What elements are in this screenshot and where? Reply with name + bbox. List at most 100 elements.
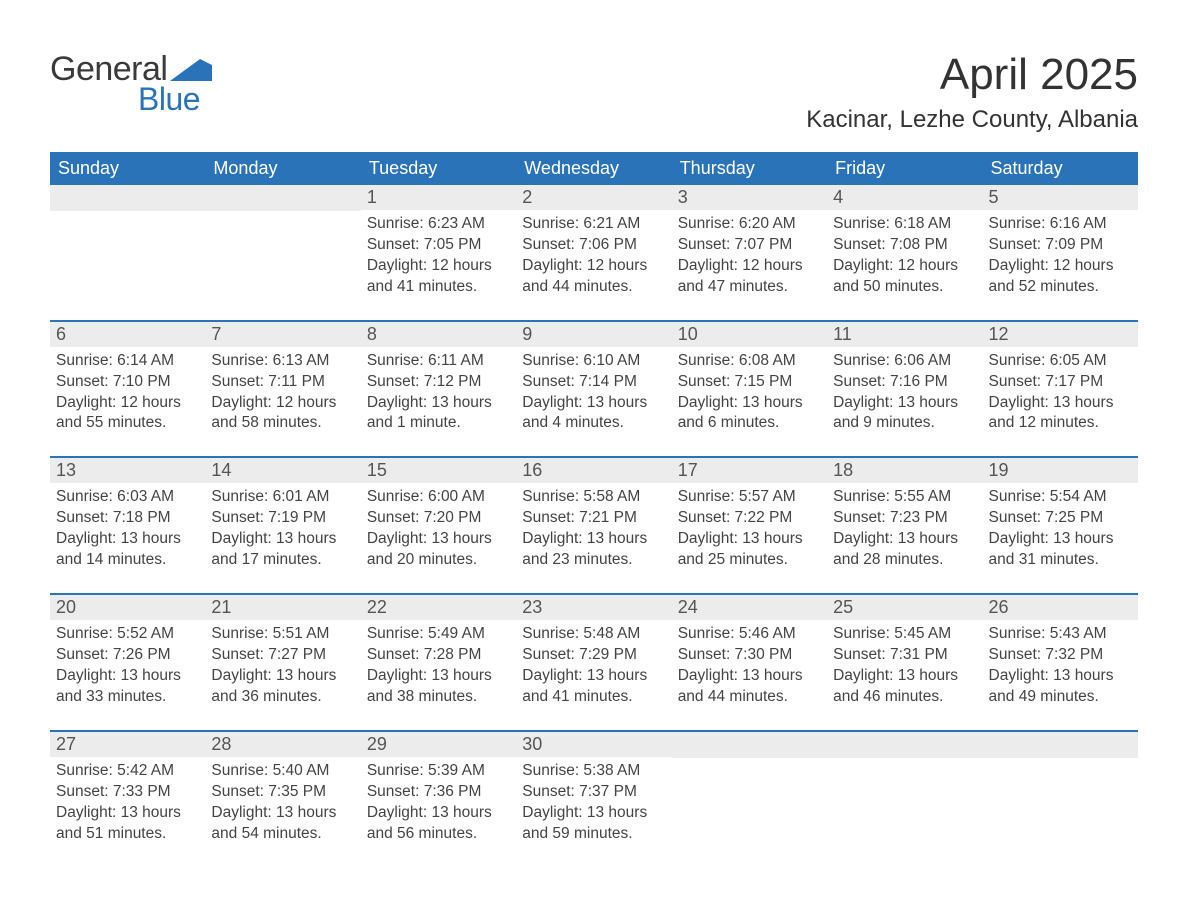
sunrise-line: Sunrise: 6:03 AM — [56, 487, 199, 508]
daylight-line: Daylight: 13 hours — [989, 666, 1132, 687]
day-number: 14 — [205, 458, 360, 483]
day-of-week-header: Thursday — [672, 152, 827, 185]
daylight-line: and 46 minutes. — [833, 687, 976, 708]
calendar-day-cell: 26Sunrise: 5:43 AMSunset: 7:32 PMDayligh… — [983, 595, 1138, 716]
daylight-line: Daylight: 13 hours — [833, 393, 976, 414]
day-number: 12 — [983, 322, 1138, 347]
day-number — [827, 732, 982, 758]
day-of-week-header: Sunday — [50, 152, 205, 185]
sunrise-line: Sunrise: 6:23 AM — [367, 214, 510, 235]
sunrise-line: Sunrise: 5:40 AM — [211, 761, 354, 782]
sunset-line: Sunset: 7:29 PM — [522, 645, 665, 666]
sunrise-line: Sunrise: 6:06 AM — [833, 351, 976, 372]
daylight-line: Daylight: 12 hours — [833, 256, 976, 277]
sunrise-line: Sunrise: 5:55 AM — [833, 487, 976, 508]
day-number: 23 — [516, 595, 671, 620]
sunset-line: Sunset: 7:33 PM — [56, 782, 199, 803]
sunrise-line: Sunrise: 5:38 AM — [522, 761, 665, 782]
daylight-line: Daylight: 13 hours — [522, 666, 665, 687]
calendar-day-cell: 9Sunrise: 6:10 AMSunset: 7:14 PMDaylight… — [516, 322, 671, 443]
daylight-line: and 9 minutes. — [833, 413, 976, 434]
sunrise-line: Sunrise: 5:51 AM — [211, 624, 354, 645]
sunrise-line: Sunrise: 5:43 AM — [989, 624, 1132, 645]
sunset-line: Sunset: 7:32 PM — [989, 645, 1132, 666]
sunrise-line: Sunrise: 5:54 AM — [989, 487, 1132, 508]
calendar: SundayMondayTuesdayWednesdayThursdayFrid… — [50, 152, 1138, 852]
day-of-week-header: Wednesday — [516, 152, 671, 185]
sunset-line: Sunset: 7:19 PM — [211, 508, 354, 529]
calendar-day-cell: 20Sunrise: 5:52 AMSunset: 7:26 PMDayligh… — [50, 595, 205, 716]
daylight-line: and 50 minutes. — [833, 277, 976, 298]
sunset-line: Sunset: 7:30 PM — [678, 645, 821, 666]
sunset-line: Sunset: 7:08 PM — [833, 235, 976, 256]
calendar-week: 27Sunrise: 5:42 AMSunset: 7:33 PMDayligh… — [50, 730, 1138, 853]
sunrise-line: Sunrise: 6:18 AM — [833, 214, 976, 235]
sunrise-line: Sunrise: 5:52 AM — [56, 624, 199, 645]
sunset-line: Sunset: 7:22 PM — [678, 508, 821, 529]
day-number: 8 — [361, 322, 516, 347]
day-content: Sunrise: 6:13 AMSunset: 7:11 PMDaylight:… — [205, 347, 360, 443]
daylight-line: and 14 minutes. — [56, 550, 199, 571]
calendar-day-cell: 27Sunrise: 5:42 AMSunset: 7:33 PMDayligh… — [50, 732, 205, 853]
sunrise-line: Sunrise: 5:46 AM — [678, 624, 821, 645]
day-number: 1 — [361, 185, 516, 210]
daylight-line: Daylight: 12 hours — [211, 393, 354, 414]
sunrise-line: Sunrise: 5:58 AM — [522, 487, 665, 508]
day-content: Sunrise: 5:51 AMSunset: 7:27 PMDaylight:… — [205, 620, 360, 716]
sunset-line: Sunset: 7:12 PM — [367, 372, 510, 393]
daylight-line: and 36 minutes. — [211, 687, 354, 708]
daylight-line: Daylight: 13 hours — [833, 666, 976, 687]
calendar-day-cell: 11Sunrise: 6:06 AMSunset: 7:16 PMDayligh… — [827, 322, 982, 443]
day-number: 13 — [50, 458, 205, 483]
day-content: Sunrise: 5:45 AMSunset: 7:31 PMDaylight:… — [827, 620, 982, 716]
calendar-day-cell — [50, 185, 205, 306]
daylight-line: Daylight: 13 hours — [678, 529, 821, 550]
daylight-line: and 52 minutes. — [989, 277, 1132, 298]
day-of-week-header: Monday — [205, 152, 360, 185]
calendar-week: 20Sunrise: 5:52 AMSunset: 7:26 PMDayligh… — [50, 593, 1138, 716]
day-content: Sunrise: 6:14 AMSunset: 7:10 PMDaylight:… — [50, 347, 205, 443]
calendar-day-cell: 2Sunrise: 6:21 AMSunset: 7:06 PMDaylight… — [516, 185, 671, 306]
day-number: 9 — [516, 322, 671, 347]
day-content: Sunrise: 6:05 AMSunset: 7:17 PMDaylight:… — [983, 347, 1138, 443]
sunset-line: Sunset: 7:10 PM — [56, 372, 199, 393]
day-content: Sunrise: 5:48 AMSunset: 7:29 PMDaylight:… — [516, 620, 671, 716]
calendar-day-cell: 5Sunrise: 6:16 AMSunset: 7:09 PMDaylight… — [983, 185, 1138, 306]
daylight-line: Daylight: 12 hours — [367, 256, 510, 277]
day-content: Sunrise: 6:00 AMSunset: 7:20 PMDaylight:… — [361, 483, 516, 579]
day-number: 24 — [672, 595, 827, 620]
day-content: Sunrise: 6:16 AMSunset: 7:09 PMDaylight:… — [983, 210, 1138, 306]
sunset-line: Sunset: 7:26 PM — [56, 645, 199, 666]
day-content: Sunrise: 5:40 AMSunset: 7:35 PMDaylight:… — [205, 757, 360, 853]
calendar-day-cell: 4Sunrise: 6:18 AMSunset: 7:08 PMDaylight… — [827, 185, 982, 306]
daylight-line: and 38 minutes. — [367, 687, 510, 708]
sunset-line: Sunset: 7:28 PM — [367, 645, 510, 666]
sunrise-line: Sunrise: 6:21 AM — [522, 214, 665, 235]
daylight-line: Daylight: 13 hours — [211, 803, 354, 824]
daylight-line: Daylight: 13 hours — [56, 529, 199, 550]
calendar-day-cell: 14Sunrise: 6:01 AMSunset: 7:19 PMDayligh… — [205, 458, 360, 579]
calendar-week: 1Sunrise: 6:23 AMSunset: 7:05 PMDaylight… — [50, 185, 1138, 306]
daylight-line: and 56 minutes. — [367, 824, 510, 845]
daylight-line: and 4 minutes. — [522, 413, 665, 434]
sunset-line: Sunset: 7:18 PM — [56, 508, 199, 529]
daylight-line: Daylight: 13 hours — [522, 393, 665, 414]
logo: General Blue — [50, 50, 212, 118]
daylight-line: and 47 minutes. — [678, 277, 821, 298]
day-number: 6 — [50, 322, 205, 347]
sunset-line: Sunset: 7:05 PM — [367, 235, 510, 256]
daylight-line: Daylight: 13 hours — [522, 803, 665, 824]
sunrise-line: Sunrise: 6:20 AM — [678, 214, 821, 235]
sunset-line: Sunset: 7:16 PM — [833, 372, 976, 393]
daylight-line: Daylight: 13 hours — [56, 803, 199, 824]
calendar-day-cell: 10Sunrise: 6:08 AMSunset: 7:15 PMDayligh… — [672, 322, 827, 443]
sunset-line: Sunset: 7:21 PM — [522, 508, 665, 529]
sunset-line: Sunset: 7:36 PM — [367, 782, 510, 803]
day-content: Sunrise: 5:39 AMSunset: 7:36 PMDaylight:… — [361, 757, 516, 853]
day-number — [50, 185, 205, 211]
day-content: Sunrise: 6:20 AMSunset: 7:07 PMDaylight:… — [672, 210, 827, 306]
day-number: 18 — [827, 458, 982, 483]
sunrise-line: Sunrise: 6:00 AM — [367, 487, 510, 508]
daylight-line: Daylight: 13 hours — [367, 666, 510, 687]
sunset-line: Sunset: 7:27 PM — [211, 645, 354, 666]
